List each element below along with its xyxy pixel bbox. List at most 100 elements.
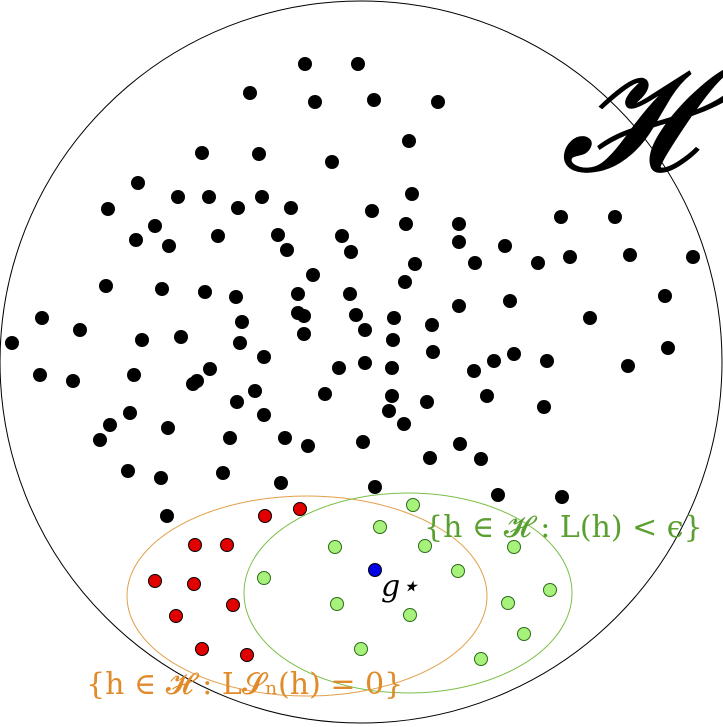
hypothesis-point xyxy=(255,190,269,204)
hypothesis-point xyxy=(487,354,501,368)
orange-set-label: {h ∈ 𝓗 : L𝓢ₙ(h) = 0} xyxy=(86,667,403,702)
hypothesis-point xyxy=(155,282,169,296)
hypothesis-point xyxy=(195,146,209,160)
hypothesis-point xyxy=(387,311,401,325)
low-risk-hypothesis-point xyxy=(406,498,420,512)
hypothesis-point xyxy=(278,431,292,445)
hypothesis-point xyxy=(385,389,399,403)
hypothesis-point xyxy=(93,433,107,447)
hypothesis-space-symbol: 𝓗 xyxy=(560,32,723,206)
hypothesis-point xyxy=(198,285,212,299)
hypothesis-point xyxy=(257,408,271,422)
hypothesis-point xyxy=(99,279,113,293)
hypothesis-point xyxy=(235,315,249,329)
hypothesis-point xyxy=(202,190,216,204)
hypothesis-point xyxy=(123,406,137,420)
low-risk-hypothesis-point xyxy=(373,520,387,534)
hypothesis-point xyxy=(332,361,346,375)
hypothesis-point xyxy=(368,480,382,494)
hypothesis-point xyxy=(431,95,445,109)
hypothesis-point xyxy=(231,201,245,215)
consistent-hypothesis-point xyxy=(187,577,201,591)
target-hypothesis-point xyxy=(368,563,382,577)
consistent-hypothesis-point xyxy=(188,538,202,552)
consistent-hypothesis-point xyxy=(258,509,272,523)
hypothesis-point xyxy=(243,86,257,100)
hypothesis-point xyxy=(420,395,434,409)
hypothesis-point xyxy=(367,93,381,107)
hypothesis-point xyxy=(103,418,117,432)
hypothesis-point xyxy=(686,250,700,264)
hypothesis-point xyxy=(358,323,372,337)
hypothesis-point xyxy=(453,437,467,451)
hypothesis-point xyxy=(148,219,162,233)
low-risk-hypothesis-point xyxy=(517,627,531,641)
hypothesis-point xyxy=(162,239,176,253)
black-points-group xyxy=(5,57,700,523)
hypothesis-point xyxy=(291,287,305,301)
hypothesis-point xyxy=(658,289,672,303)
hypothesis-point xyxy=(386,333,400,347)
hypothesis-point xyxy=(174,330,188,344)
hypothesis-point xyxy=(452,217,466,231)
hypothesis-point xyxy=(563,250,577,264)
hypothesis-point xyxy=(452,235,466,249)
hypothesis-point xyxy=(397,417,411,431)
hypothesis-point xyxy=(216,466,230,480)
hypothesis-point xyxy=(298,57,312,71)
hypothesis-point xyxy=(5,336,19,350)
low-risk-hypothesis-point xyxy=(403,608,417,622)
low-risk-hypothesis-point xyxy=(543,583,557,597)
hypothesis-point xyxy=(365,204,379,218)
hypothesis-point xyxy=(356,435,370,449)
hypothesis-point xyxy=(33,368,47,382)
hypothesis-point xyxy=(335,229,349,243)
consistent-hypothesis-point xyxy=(148,574,162,588)
low-risk-hypothesis-point xyxy=(330,597,344,611)
hypothesis-point xyxy=(621,359,635,373)
consistent-hypothesis-point xyxy=(226,598,240,612)
hypothesis-point xyxy=(211,229,225,243)
hypothesis-point xyxy=(351,57,365,71)
hypothesis-point xyxy=(623,248,637,262)
hypothesis-point xyxy=(358,356,372,370)
low-risk-hypothesis-point xyxy=(257,571,271,585)
empirical-risk-zero-set xyxy=(126,495,488,697)
consistent-hypothesis-point xyxy=(220,538,234,552)
green-set-label: {h ∈ 𝓗 : L(h) < ϵ} xyxy=(424,510,703,545)
hypothesis-point xyxy=(297,309,311,323)
hypothesis-point xyxy=(402,134,416,148)
hypothesis-point xyxy=(467,364,481,378)
low-risk-hypothesis-point xyxy=(507,540,521,554)
hypothesis-point xyxy=(73,323,87,337)
hypothesis-point xyxy=(280,243,294,257)
hypothesis-point xyxy=(537,400,551,414)
hypothesis-point xyxy=(229,290,243,304)
consistent-hypothesis-point xyxy=(195,642,209,656)
hypothesis-point xyxy=(474,452,488,466)
hypothesis-point xyxy=(344,245,358,259)
consistent-hypothesis-point xyxy=(169,609,183,623)
hypothesis-point xyxy=(452,299,466,313)
hypothesis-point xyxy=(161,421,175,435)
red-points-group xyxy=(148,502,307,662)
low-risk-hypothesis-point xyxy=(328,540,342,554)
hypothesis-point xyxy=(498,239,512,253)
hypothesis-point xyxy=(423,451,437,465)
hypothesis-point xyxy=(507,347,521,361)
hypothesis-point xyxy=(308,95,322,109)
hypothesis-point xyxy=(349,308,363,322)
hypothesis-point xyxy=(297,327,311,341)
hypothesis-point xyxy=(399,217,413,231)
hypothesis-point xyxy=(129,233,143,247)
hypothesis-point xyxy=(385,361,399,375)
hypothesis-point xyxy=(382,404,396,418)
hypothesis-point xyxy=(555,490,569,504)
hypothesis-point xyxy=(190,374,204,388)
hypothesis-point xyxy=(135,333,149,347)
hypothesis-point xyxy=(583,311,597,325)
hypothesis-point xyxy=(248,384,262,398)
hypothesis-point xyxy=(271,228,285,242)
